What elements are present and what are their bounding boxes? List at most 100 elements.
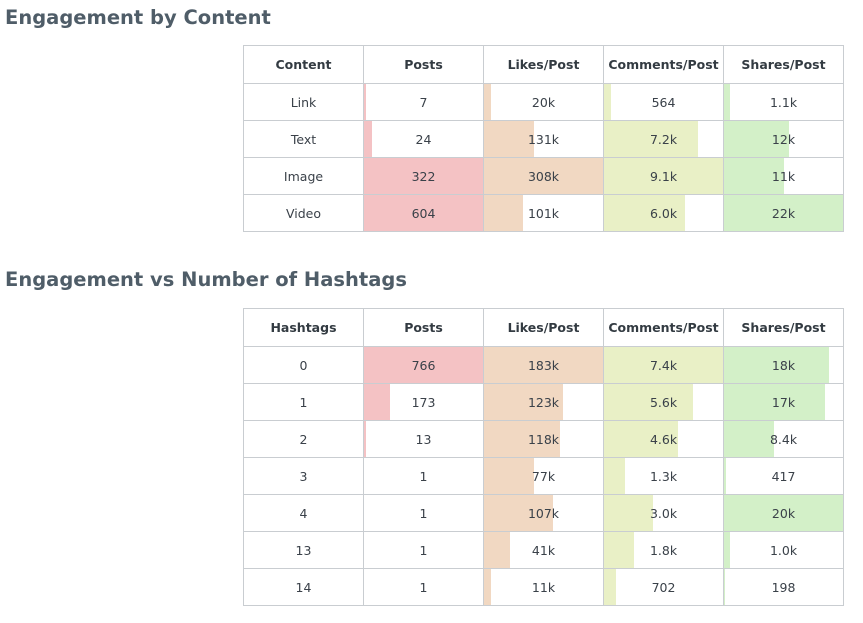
data-bar — [724, 569, 726, 605]
cell-posts: 766 — [363, 346, 484, 384]
column-header-likes-post[interactable]: Likes/Post — [483, 308, 604, 347]
row-label: 14 — [243, 568, 364, 606]
data-bar — [604, 158, 723, 194]
cell-comments-post: 6.0k — [603, 194, 724, 232]
data-bar — [724, 84, 730, 120]
data-bar — [724, 458, 727, 494]
data-bar — [484, 384, 563, 420]
engagement-vs-hashtags-title: Engagement vs Number of Hashtags — [5, 268, 407, 291]
cell-value: 24 — [415, 131, 432, 147]
row-label: 4 — [243, 494, 364, 532]
cell-likes-post: 308k — [483, 157, 604, 195]
cell-value: 173 — [411, 394, 436, 410]
column-header-likes-post[interactable]: Likes/Post — [483, 45, 604, 84]
cell-posts: 7 — [363, 83, 484, 121]
cell-value: 118k — [527, 431, 560, 447]
cell-value: 198 — [771, 579, 796, 595]
column-header-shares-post[interactable]: Shares/Post — [723, 308, 844, 347]
table-row: Video 604 101k 6.0k 22k — [243, 194, 844, 232]
cell-value: 417 — [771, 468, 796, 484]
cell-likes-post: 41k — [483, 531, 604, 569]
cell-likes-post: 123k — [483, 383, 604, 421]
cell-shares-post: 20k — [723, 494, 844, 532]
cell-shares-post: 12k — [723, 120, 844, 158]
data-bar — [364, 195, 483, 231]
cell-likes-post: 11k — [483, 568, 604, 606]
cell-likes-post: 118k — [483, 420, 604, 458]
data-bar — [484, 458, 534, 494]
cell-comments-post: 5.6k — [603, 383, 724, 421]
table-row: Link 7 20k 564 1.1k — [243, 83, 844, 121]
cell-likes-post: 131k — [483, 120, 604, 158]
cell-value: 1 — [419, 468, 428, 484]
data-bar — [364, 421, 367, 457]
cell-value: 1.8k — [649, 542, 678, 558]
cell-comments-post: 7.4k — [603, 346, 724, 384]
data-bar — [724, 532, 730, 568]
cell-shares-post: 18k — [723, 346, 844, 384]
data-bar — [724, 421, 774, 457]
data-bar — [604, 421, 678, 457]
data-bar — [484, 532, 511, 568]
column-header-comments-post[interactable]: Comments/Post — [603, 45, 724, 84]
row-label: 0 — [243, 346, 364, 384]
data-bar — [604, 195, 685, 231]
column-header-content[interactable]: Content — [243, 45, 364, 84]
cell-value: 17k — [771, 394, 796, 410]
row-label: 2 — [243, 420, 364, 458]
column-header-posts[interactable]: Posts — [363, 45, 484, 84]
cell-comments-post: 1.8k — [603, 531, 724, 569]
cell-comments-post: 564 — [603, 83, 724, 121]
header-row: Hashtags Posts Likes/Post Comments/Post Shar… — [243, 308, 844, 347]
row-label: Link — [243, 83, 364, 121]
cell-comments-post: 4.6k — [603, 420, 724, 458]
data-bar — [724, 384, 826, 420]
cell-posts: 1 — [363, 494, 484, 532]
cell-shares-post: 198 — [723, 568, 844, 606]
cell-value: 8.4k — [769, 431, 798, 447]
table-row: 4 1 107k 3.0k 20k — [243, 494, 844, 532]
column-header-posts[interactable]: Posts — [363, 308, 484, 347]
header-row: Content Posts Likes/Post Comments/Post Share… — [243, 45, 844, 84]
row-label: 13 — [243, 531, 364, 569]
table-row: 13 1 41k 1.8k 1.0k — [243, 531, 844, 569]
cell-value: 1 — [419, 579, 428, 595]
column-header-shares-post[interactable]: Shares/Post — [723, 45, 844, 84]
row-label: 3 — [243, 457, 364, 495]
table-row: 2 13 118k 4.6k 8.4k — [243, 420, 844, 458]
engagement-vs-hashtags-table: Hashtags Posts Likes/Post Comments/Post Shar… — [243, 308, 844, 606]
cell-value: 1.3k — [649, 468, 678, 484]
engagement-by-content-table: Content Posts Likes/Post Comments/Post Share… — [243, 45, 844, 232]
data-bar — [724, 158, 784, 194]
cell-shares-post: 417 — [723, 457, 844, 495]
data-bar — [364, 347, 483, 383]
cell-value: 18k — [771, 357, 796, 373]
data-bar — [484, 347, 603, 383]
cell-value: 1 — [419, 505, 428, 521]
data-bar — [604, 495, 653, 531]
cell-value: 1 — [419, 542, 428, 558]
cell-value: 9.1k — [649, 168, 678, 184]
cell-posts: 1 — [363, 568, 484, 606]
row-label: Text — [243, 120, 364, 158]
data-bar — [484, 84, 492, 120]
cell-likes-post: 107k — [483, 494, 604, 532]
cell-posts: 1 — [363, 531, 484, 569]
data-bar — [724, 495, 843, 531]
row-label: 1 — [243, 383, 364, 421]
cell-value: 22k — [771, 205, 796, 221]
cell-likes-post: 20k — [483, 83, 604, 121]
cell-value: 702 — [651, 579, 676, 595]
cell-shares-post: 17k — [723, 383, 844, 421]
cell-shares-post: 1.1k — [723, 83, 844, 121]
cell-likes-post: 77k — [483, 457, 604, 495]
data-bar — [724, 121, 790, 157]
column-header-hashtags[interactable]: Hashtags — [243, 308, 364, 347]
cell-value: 20k — [771, 505, 796, 521]
table-row: Text 24 131k 7.2k 12k — [243, 120, 844, 158]
data-bar — [364, 384, 391, 420]
cell-value: 604 — [411, 205, 436, 221]
data-bar — [604, 458, 626, 494]
cell-value: 4.6k — [649, 431, 678, 447]
column-header-comments-post[interactable]: Comments/Post — [603, 308, 724, 347]
